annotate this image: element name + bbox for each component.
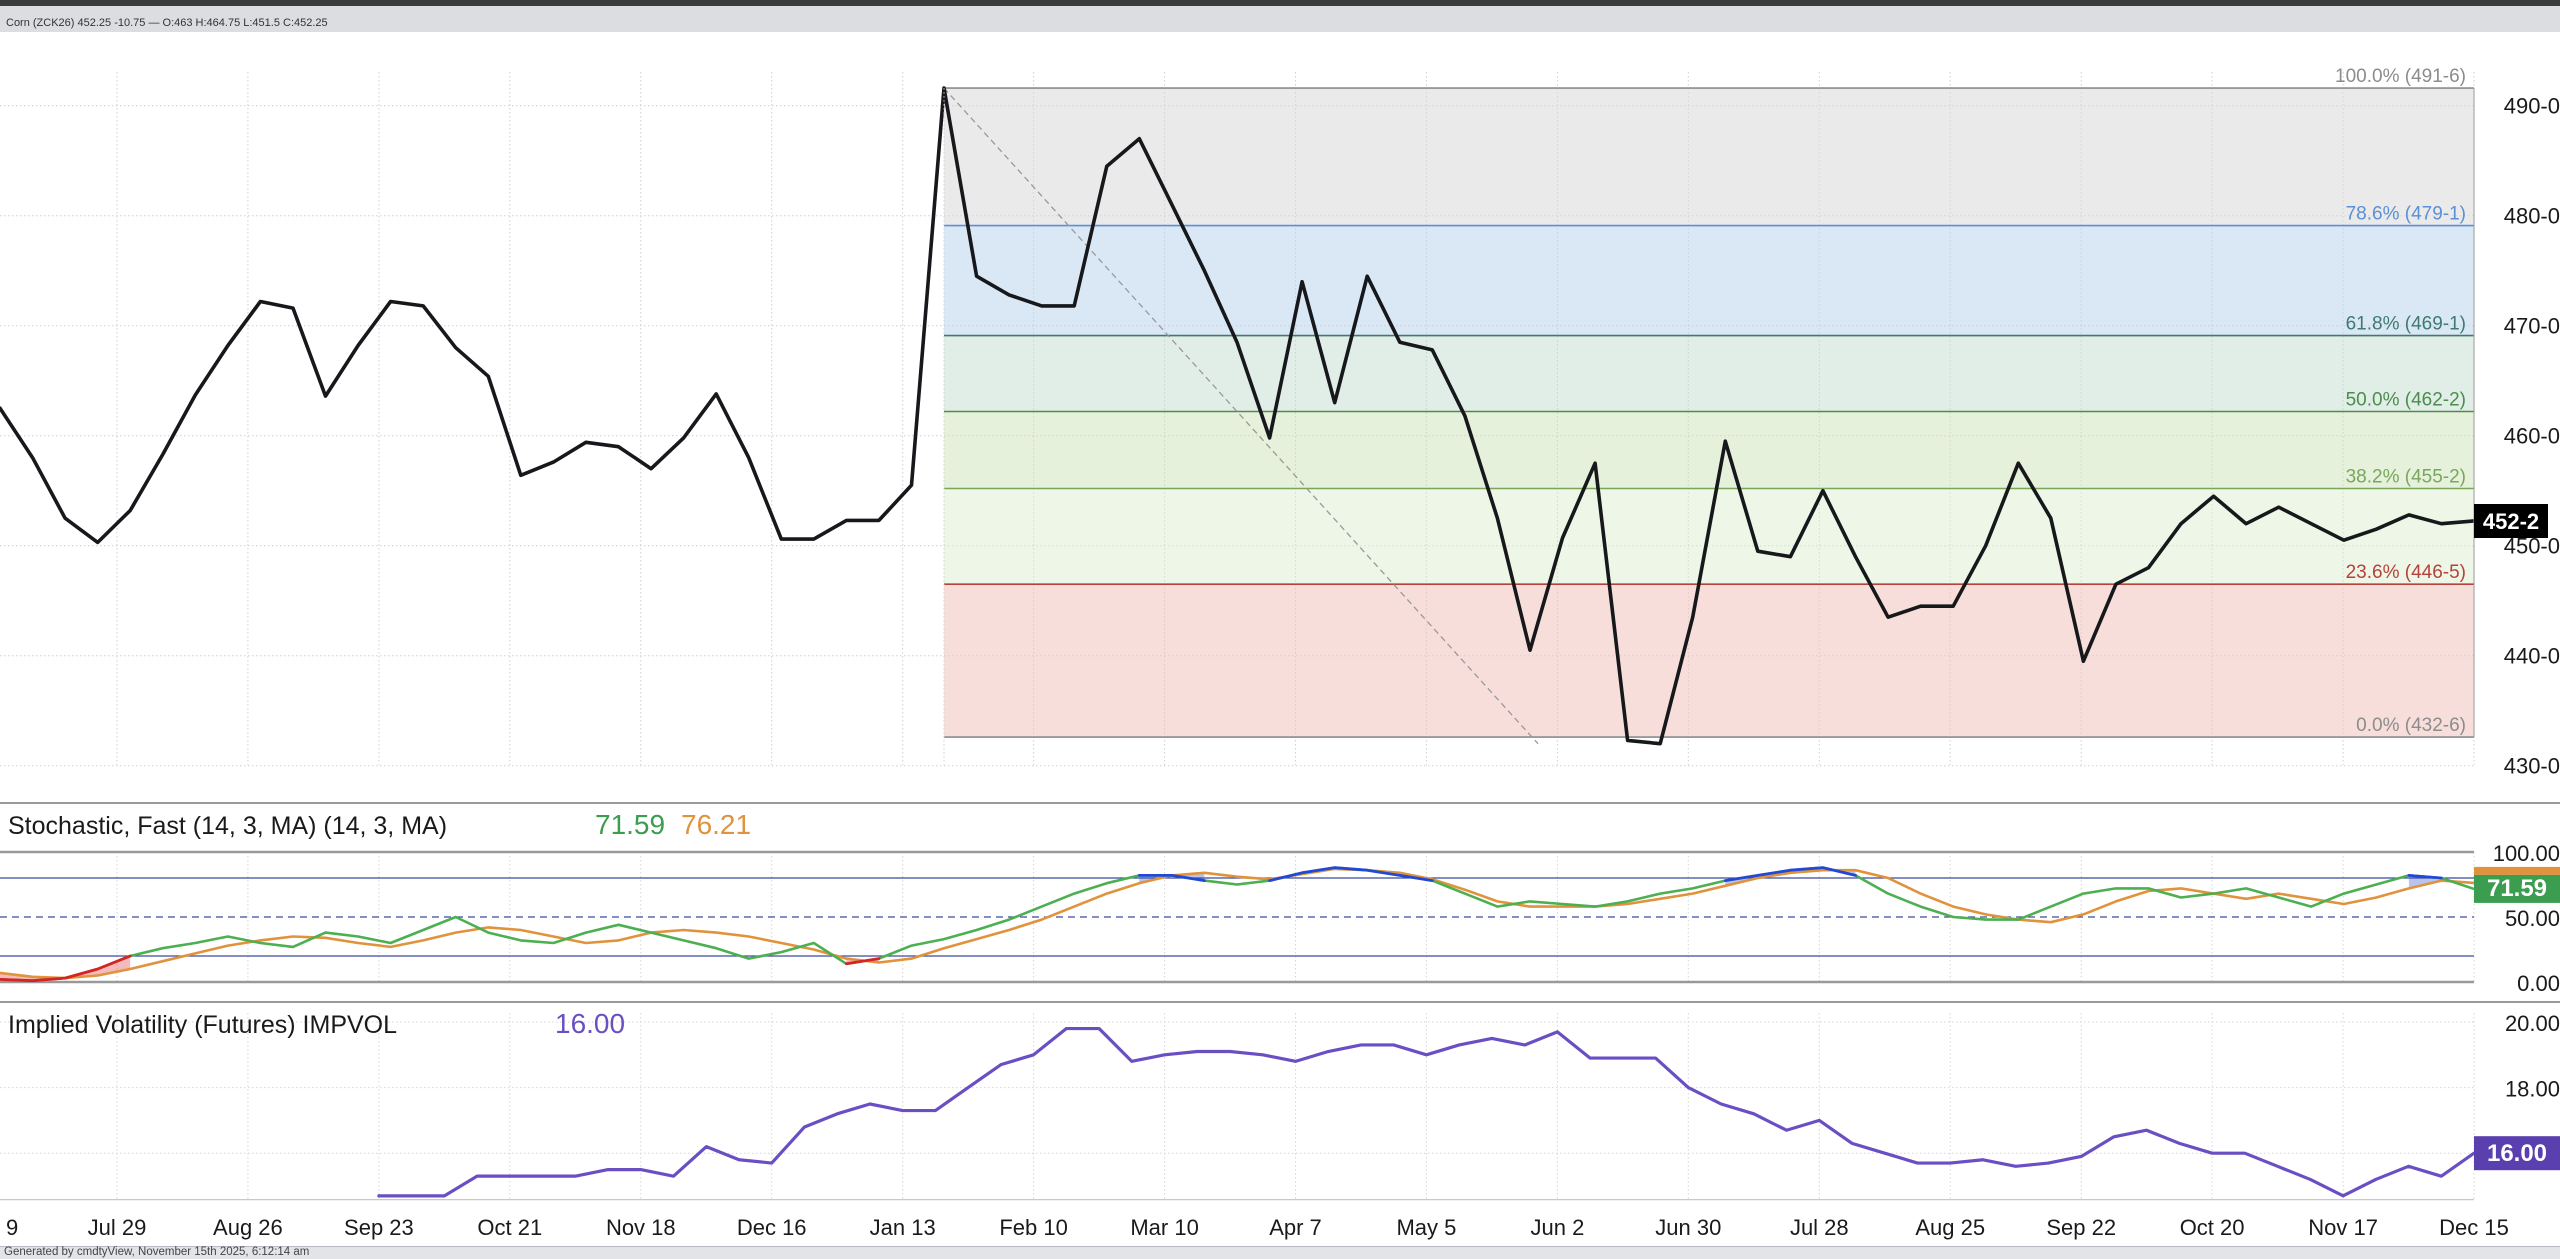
svg-text:490-0: 490-0 — [2504, 94, 2560, 119]
svg-text:20.00: 20.00 — [2505, 1011, 2560, 1036]
svg-text:71.59: 71.59 — [595, 809, 665, 840]
svg-text:Jan 13: Jan 13 — [870, 1215, 936, 1240]
svg-text:Jul 29: Jul 29 — [88, 1215, 147, 1240]
svg-text:Mar 10: Mar 10 — [1130, 1215, 1198, 1240]
svg-text:0.0% (432-6): 0.0% (432-6) — [2356, 715, 2466, 736]
svg-text:460-0: 460-0 — [2504, 424, 2560, 449]
svg-text:Sep 23: Sep 23 — [344, 1215, 414, 1240]
svg-text:Apr 7: Apr 7 — [1269, 1215, 1322, 1240]
svg-text:Jul 28: Jul 28 — [1790, 1215, 1849, 1240]
svg-text:38.2% (455-2): 38.2% (455-2) — [2346, 467, 2466, 488]
svg-text:May 5: May 5 — [1396, 1215, 1456, 1240]
svg-text:100.0% (491-6): 100.0% (491-6) — [2335, 66, 2466, 87]
svg-text:50.00: 50.00 — [2505, 906, 2560, 931]
svg-text:470-0: 470-0 — [2504, 314, 2560, 339]
svg-text:18.00: 18.00 — [2505, 1077, 2560, 1102]
svg-text:71.59: 71.59 — [2487, 875, 2547, 902]
svg-text:480-0: 480-0 — [2504, 204, 2560, 229]
svg-text:Sep 22: Sep 22 — [2046, 1215, 2116, 1240]
svg-text:430-0: 430-0 — [2504, 754, 2560, 779]
svg-text:Aug 26: Aug 26 — [213, 1215, 283, 1240]
svg-text:Nov 17: Nov 17 — [2308, 1215, 2378, 1240]
svg-text:Jun 2: Jun 2 — [1530, 1215, 1584, 1240]
svg-text:78.6% (479-1): 78.6% (479-1) — [2346, 204, 2466, 225]
svg-text:Dec 15: Dec 15 — [2439, 1215, 2509, 1240]
svg-text:Jun 30: Jun 30 — [1655, 1215, 1721, 1240]
svg-text:76.21: 76.21 — [681, 809, 751, 840]
svg-text:Stochastic, Fast (14, 3, MA): Stochastic, Fast (14, 3, MA) (14, 3, MA) — [8, 812, 447, 840]
svg-text:440-0: 440-0 — [2504, 644, 2560, 669]
svg-text:Implied Volatility (Futures): Implied Volatility (Futures) IMPVOL — [8, 1011, 397, 1039]
svg-text:Aug 25: Aug 25 — [1915, 1215, 1985, 1240]
svg-text:Oct 20: Oct 20 — [2180, 1215, 2245, 1240]
svg-text:0.00: 0.00 — [2517, 971, 2560, 996]
svg-text:16.00: 16.00 — [2487, 1140, 2547, 1167]
svg-text:452-2: 452-2 — [2483, 509, 2539, 534]
svg-text:Oct 21: Oct 21 — [477, 1215, 542, 1240]
svg-text:100.00: 100.00 — [2493, 841, 2560, 866]
svg-text:Nov 18: Nov 18 — [606, 1215, 676, 1240]
svg-text:9: 9 — [6, 1215, 18, 1240]
svg-text:61.8% (469-1): 61.8% (469-1) — [2346, 314, 2466, 335]
svg-text:Dec 16: Dec 16 — [737, 1215, 807, 1240]
svg-text:50.0% (462-2): 50.0% (462-2) — [2346, 390, 2466, 411]
svg-text:16.00: 16.00 — [555, 1008, 625, 1039]
svg-text:23.6% (446-5): 23.6% (446-5) — [2346, 562, 2466, 583]
svg-text:Feb 10: Feb 10 — [999, 1215, 1068, 1240]
